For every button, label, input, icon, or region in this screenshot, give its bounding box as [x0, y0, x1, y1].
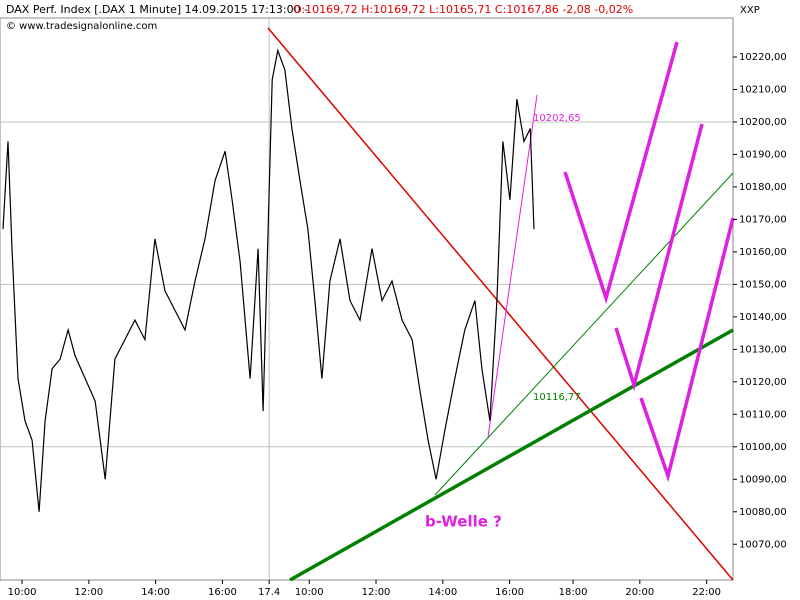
y-tick-label: 10080,00	[739, 507, 787, 518]
annotation: b-Welle ?	[425, 513, 502, 531]
projection-path	[563, 41, 679, 305]
y-tick-label: 10180,00	[739, 182, 787, 193]
x-tick-label: 20:00	[625, 587, 654, 598]
x-tick-label: 16:00	[495, 587, 524, 598]
price-line	[2, 48, 535, 512]
annotation: 10202,65	[533, 113, 581, 124]
x-tick-label: 10:00	[295, 587, 324, 598]
x-tick-label: 22:00	[692, 587, 721, 598]
axis-label: XXP	[740, 5, 760, 16]
x-tick-label: 12:00	[74, 587, 103, 598]
y-tick-label: 10190,00	[739, 149, 787, 160]
x-tick-label: 14:00	[428, 587, 457, 598]
y-tick-label: 10100,00	[739, 442, 787, 453]
x-tick-label: 12:00	[362, 587, 391, 598]
x-tick-label: 18:00	[559, 587, 588, 598]
y-tick-label: 10070,00	[739, 539, 787, 550]
y-tick-label: 10090,00	[739, 474, 787, 485]
y-tick-label: 10110,00	[739, 409, 787, 420]
y-tick-label: 10140,00	[739, 312, 787, 323]
y-tick-label: 10170,00	[739, 214, 787, 225]
y-tick-label: 10120,00	[739, 377, 787, 388]
green-trendline	[289, 328, 734, 582]
y-tick-label: 10200,00	[739, 117, 787, 128]
projection-path	[614, 123, 704, 392]
y-tick-label: 10150,00	[739, 279, 787, 290]
projection-path	[639, 217, 735, 483]
x-tick-label: 17.4	[258, 587, 280, 598]
y-tick-label: 10220,00	[739, 52, 787, 63]
thin-green-trendline	[434, 172, 734, 496]
red-trendline	[267, 27, 734, 581]
y-tick-label: 10160,00	[739, 247, 787, 258]
chart-title: DAX Perf. Index [.DAX 1 Minute] 14.09.20…	[6, 3, 308, 16]
y-tick-label: 10130,00	[739, 344, 787, 355]
x-tick-label: 14:00	[141, 587, 170, 598]
x-tick-label: 16:00	[208, 587, 237, 598]
x-tick-label: 10:00	[8, 587, 37, 598]
plot-area	[0, 17, 734, 581]
y-tick-label: 10210,00	[739, 84, 787, 95]
source: © www.tradesignalonline.com	[6, 21, 157, 32]
magenta-trendline	[487, 94, 538, 438]
annotation: 10116,77	[533, 392, 581, 403]
quote: O:10169,72 H:10169,72 L:10165,71 C:10167…	[293, 3, 633, 16]
